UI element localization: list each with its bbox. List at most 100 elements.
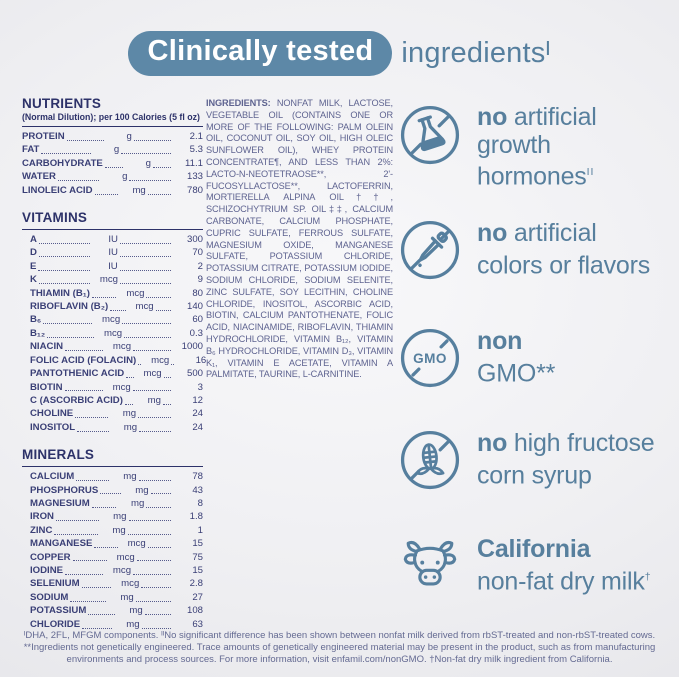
nutrition-row: MANGANESE mcg 15 <box>22 537 203 550</box>
claim-no-artificial-growth-hormones: no artificial growth hormonesII <box>399 103 677 191</box>
nutrient-value: 140 <box>187 301 204 313</box>
nutrient-value: 78 <box>192 471 204 483</box>
nutrient-value: 27 <box>192 591 203 603</box>
nutrient-value: 9 <box>197 274 203 286</box>
dotted-leader <box>138 363 142 365</box>
nutrient-unit: mg <box>112 524 126 536</box>
nutrition-row: CHOLINE mg 24 <box>22 407 203 420</box>
dotted-leader <box>38 269 90 271</box>
nutrient-value: 500 <box>187 368 204 380</box>
nutrition-row: COPPER mcg 75 <box>22 551 203 564</box>
dotted-leader <box>88 614 115 616</box>
nutrient-value: 2.1 <box>189 131 203 142</box>
dotted-leader <box>38 283 90 285</box>
dotted-leader <box>162 403 172 405</box>
footnote-line-1: ᴵDHA, 2FL, MFGM components. ᴵᴵNo signifi… <box>23 630 656 641</box>
nutrient-label: CARBOHYDRATE <box>22 157 103 169</box>
cow-icon <box>399 535 461 597</box>
nutrition-row: FAT g 5.3 <box>22 143 203 156</box>
nutrient-label: C (ASCORBIC ACID) <box>30 394 123 406</box>
nutrient-label: NIACIN <box>30 341 64 353</box>
nutrition-row: SELENIUM mcg 2.8 <box>22 577 203 590</box>
nutrient-label: THIAMIN (B₁) <box>30 287 90 299</box>
dotted-leader <box>133 573 171 575</box>
nutrient-value: 1.8 <box>189 511 204 523</box>
nutrition-row: CHLORIDE mg 63 <box>22 618 203 631</box>
dotted-leader <box>127 533 172 535</box>
nutrition-row: POTASSIUM mg 108 <box>22 604 203 617</box>
nutrient-label: MANGANESE <box>30 538 93 550</box>
nutrient-unit: mg <box>123 421 138 433</box>
dotted-leader <box>72 560 107 562</box>
nutrient-value: 3 <box>197 381 204 393</box>
nutrient-label: K <box>30 274 37 286</box>
nutrient-label: PROTEIN <box>22 131 65 142</box>
nutrition-row: ZINC mg 1 <box>22 524 203 537</box>
nutrition-row: B₆ mcg 60 <box>22 313 203 326</box>
vitamins-title: VITAMINS <box>22 210 88 226</box>
dotted-leader <box>119 256 171 258</box>
dotted-leader <box>65 573 104 575</box>
dotted-leader <box>133 350 172 352</box>
dotted-leader <box>70 600 106 602</box>
nutrients-title: NUTRIENTS <box>22 96 102 111</box>
ingredients-paragraph: INGREDIENTS: NONFAT MILK, LACTOSE, VEGET… <box>206 98 393 381</box>
dotted-leader <box>138 480 172 482</box>
non-gmo-icon: GMO <box>399 327 461 389</box>
nutrient-value: 70 <box>192 247 203 259</box>
dotted-leader <box>38 242 90 244</box>
nutrient-label: FAT <box>22 144 40 156</box>
svg-text:GMO: GMO <box>413 351 447 366</box>
nutrient-value: 75 <box>192 551 203 563</box>
nutrient-label: B₆ <box>30 314 42 326</box>
nutrient-unit: mcg <box>135 301 154 313</box>
dotted-leader <box>110 309 126 311</box>
dotted-leader <box>38 256 90 258</box>
nutrient-unit: mcg <box>121 578 140 590</box>
nutrient-value: 0.3 <box>189 327 204 339</box>
dotted-leader <box>138 417 172 419</box>
nutrient-value: 16 <box>195 354 207 366</box>
nutrient-label: SODIUM <box>30 591 69 603</box>
dotted-leader <box>47 336 95 338</box>
nutrient-label: POTASSIUM <box>30 605 87 617</box>
nutrient-unit: mg <box>132 184 146 196</box>
claim-california-nonfat-dry-milk: California non-fat dry milk† <box>399 535 677 597</box>
nutrient-label: INOSITOL <box>30 421 76 433</box>
claim-text: no high fructose corn syrup <box>477 429 655 489</box>
dotted-leader <box>54 533 98 535</box>
nutrition-row: RIBOFLAVIN (B₂) mcg 140 <box>22 300 203 313</box>
nutrient-unit: mg <box>113 511 127 523</box>
nutrient-value: 133 <box>186 171 203 183</box>
nutrient-unit: mcg <box>102 314 121 326</box>
dotted-leader <box>75 417 109 419</box>
dotted-leader <box>100 493 121 495</box>
nutrient-unit: IU <box>108 234 118 246</box>
nutrient-label: SELENIUM <box>30 578 80 590</box>
nutrient-value: 15 <box>192 538 203 550</box>
vitamins-rows: A IU 300 D IU 70 E IU 2 K mcg 9 THIAMIN … <box>22 233 207 434</box>
minerals-rows: CALCIUM mg 78 PHOSPHORUS mg 43 MAGNESIUM… <box>22 470 203 631</box>
nutrition-row: CALCIUM mg 78 <box>22 470 203 483</box>
nutrition-row: CARBOHYDRATE g 11.1 <box>22 157 203 170</box>
dotted-leader <box>141 627 172 629</box>
nutrition-row: THIAMIN (B₁) mcg 80 <box>22 287 203 300</box>
dotted-leader <box>94 547 118 549</box>
nutrient-label: IODINE <box>30 564 64 576</box>
divider <box>22 466 203 468</box>
nutrient-value: 2 <box>197 260 203 272</box>
nutrients-subtitle: (Normal Dilution); per 100 Calories (5 f… <box>22 112 200 122</box>
nutrient-unit: mg <box>135 484 149 496</box>
nutrients-section: NUTRIENTS (Normal Dilution); per 100 Cal… <box>22 96 203 197</box>
nutrient-unit: mg <box>147 394 161 406</box>
nutrient-unit: g <box>113 144 120 156</box>
minerals-section: MINERALS CALCIUM mg 78 PHOSPHORUS mg 43 … <box>22 447 203 631</box>
divider <box>22 126 203 127</box>
nutrient-value: 300 <box>186 234 203 246</box>
nutrient-label: CHLORIDE <box>30 618 81 630</box>
nutrient-unit: g <box>145 157 151 169</box>
dotted-leader <box>126 377 134 378</box>
nutrient-unit: g <box>122 171 128 183</box>
nutrition-row: E IU 2 <box>22 260 203 273</box>
